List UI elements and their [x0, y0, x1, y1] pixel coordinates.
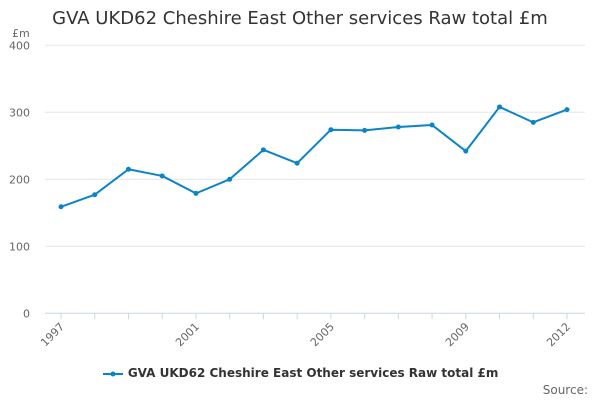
data-point [92, 192, 98, 198]
x-tick-label: 2009 [443, 320, 472, 349]
y-axis-label: £m [12, 27, 30, 40]
legend-line-marker-icon [102, 371, 123, 376]
data-point [159, 173, 165, 179]
x-tick-label: 2012 [544, 320, 573, 349]
data-point [429, 122, 435, 128]
data-point [497, 104, 503, 110]
data-point [125, 166, 131, 172]
data-point [260, 147, 266, 153]
data-point [463, 148, 469, 154]
data-point [395, 124, 401, 130]
chart-title: GVA UKD62 Cheshire East Other services R… [52, 8, 548, 29]
y-tick-label: 100 [9, 240, 30, 253]
data-point [530, 119, 536, 125]
x-tick-label: 2005 [308, 320, 337, 349]
legend[interactable]: GVA UKD62 Cheshire East Other services R… [0, 366, 600, 380]
series-line [60, 105, 568, 208]
x-tick-label: 1997 [38, 320, 67, 349]
data-point [58, 204, 64, 210]
source-label[interactable]: Source: [542, 383, 588, 397]
y-tick-label: 0 [23, 307, 30, 320]
data-point [227, 176, 233, 182]
x-tick-label: 2001 [173, 320, 202, 349]
y-tick-label: 300 [9, 106, 30, 119]
data-point [328, 127, 334, 133]
data-point [564, 107, 570, 113]
data-point [193, 190, 199, 196]
data-point [362, 127, 368, 133]
legend-label: GVA UKD62 Cheshire East Other services R… [127, 366, 499, 380]
data-point [294, 160, 300, 166]
y-tick-label: 400 [9, 39, 30, 52]
y-tick-label: 200 [9, 173, 30, 186]
